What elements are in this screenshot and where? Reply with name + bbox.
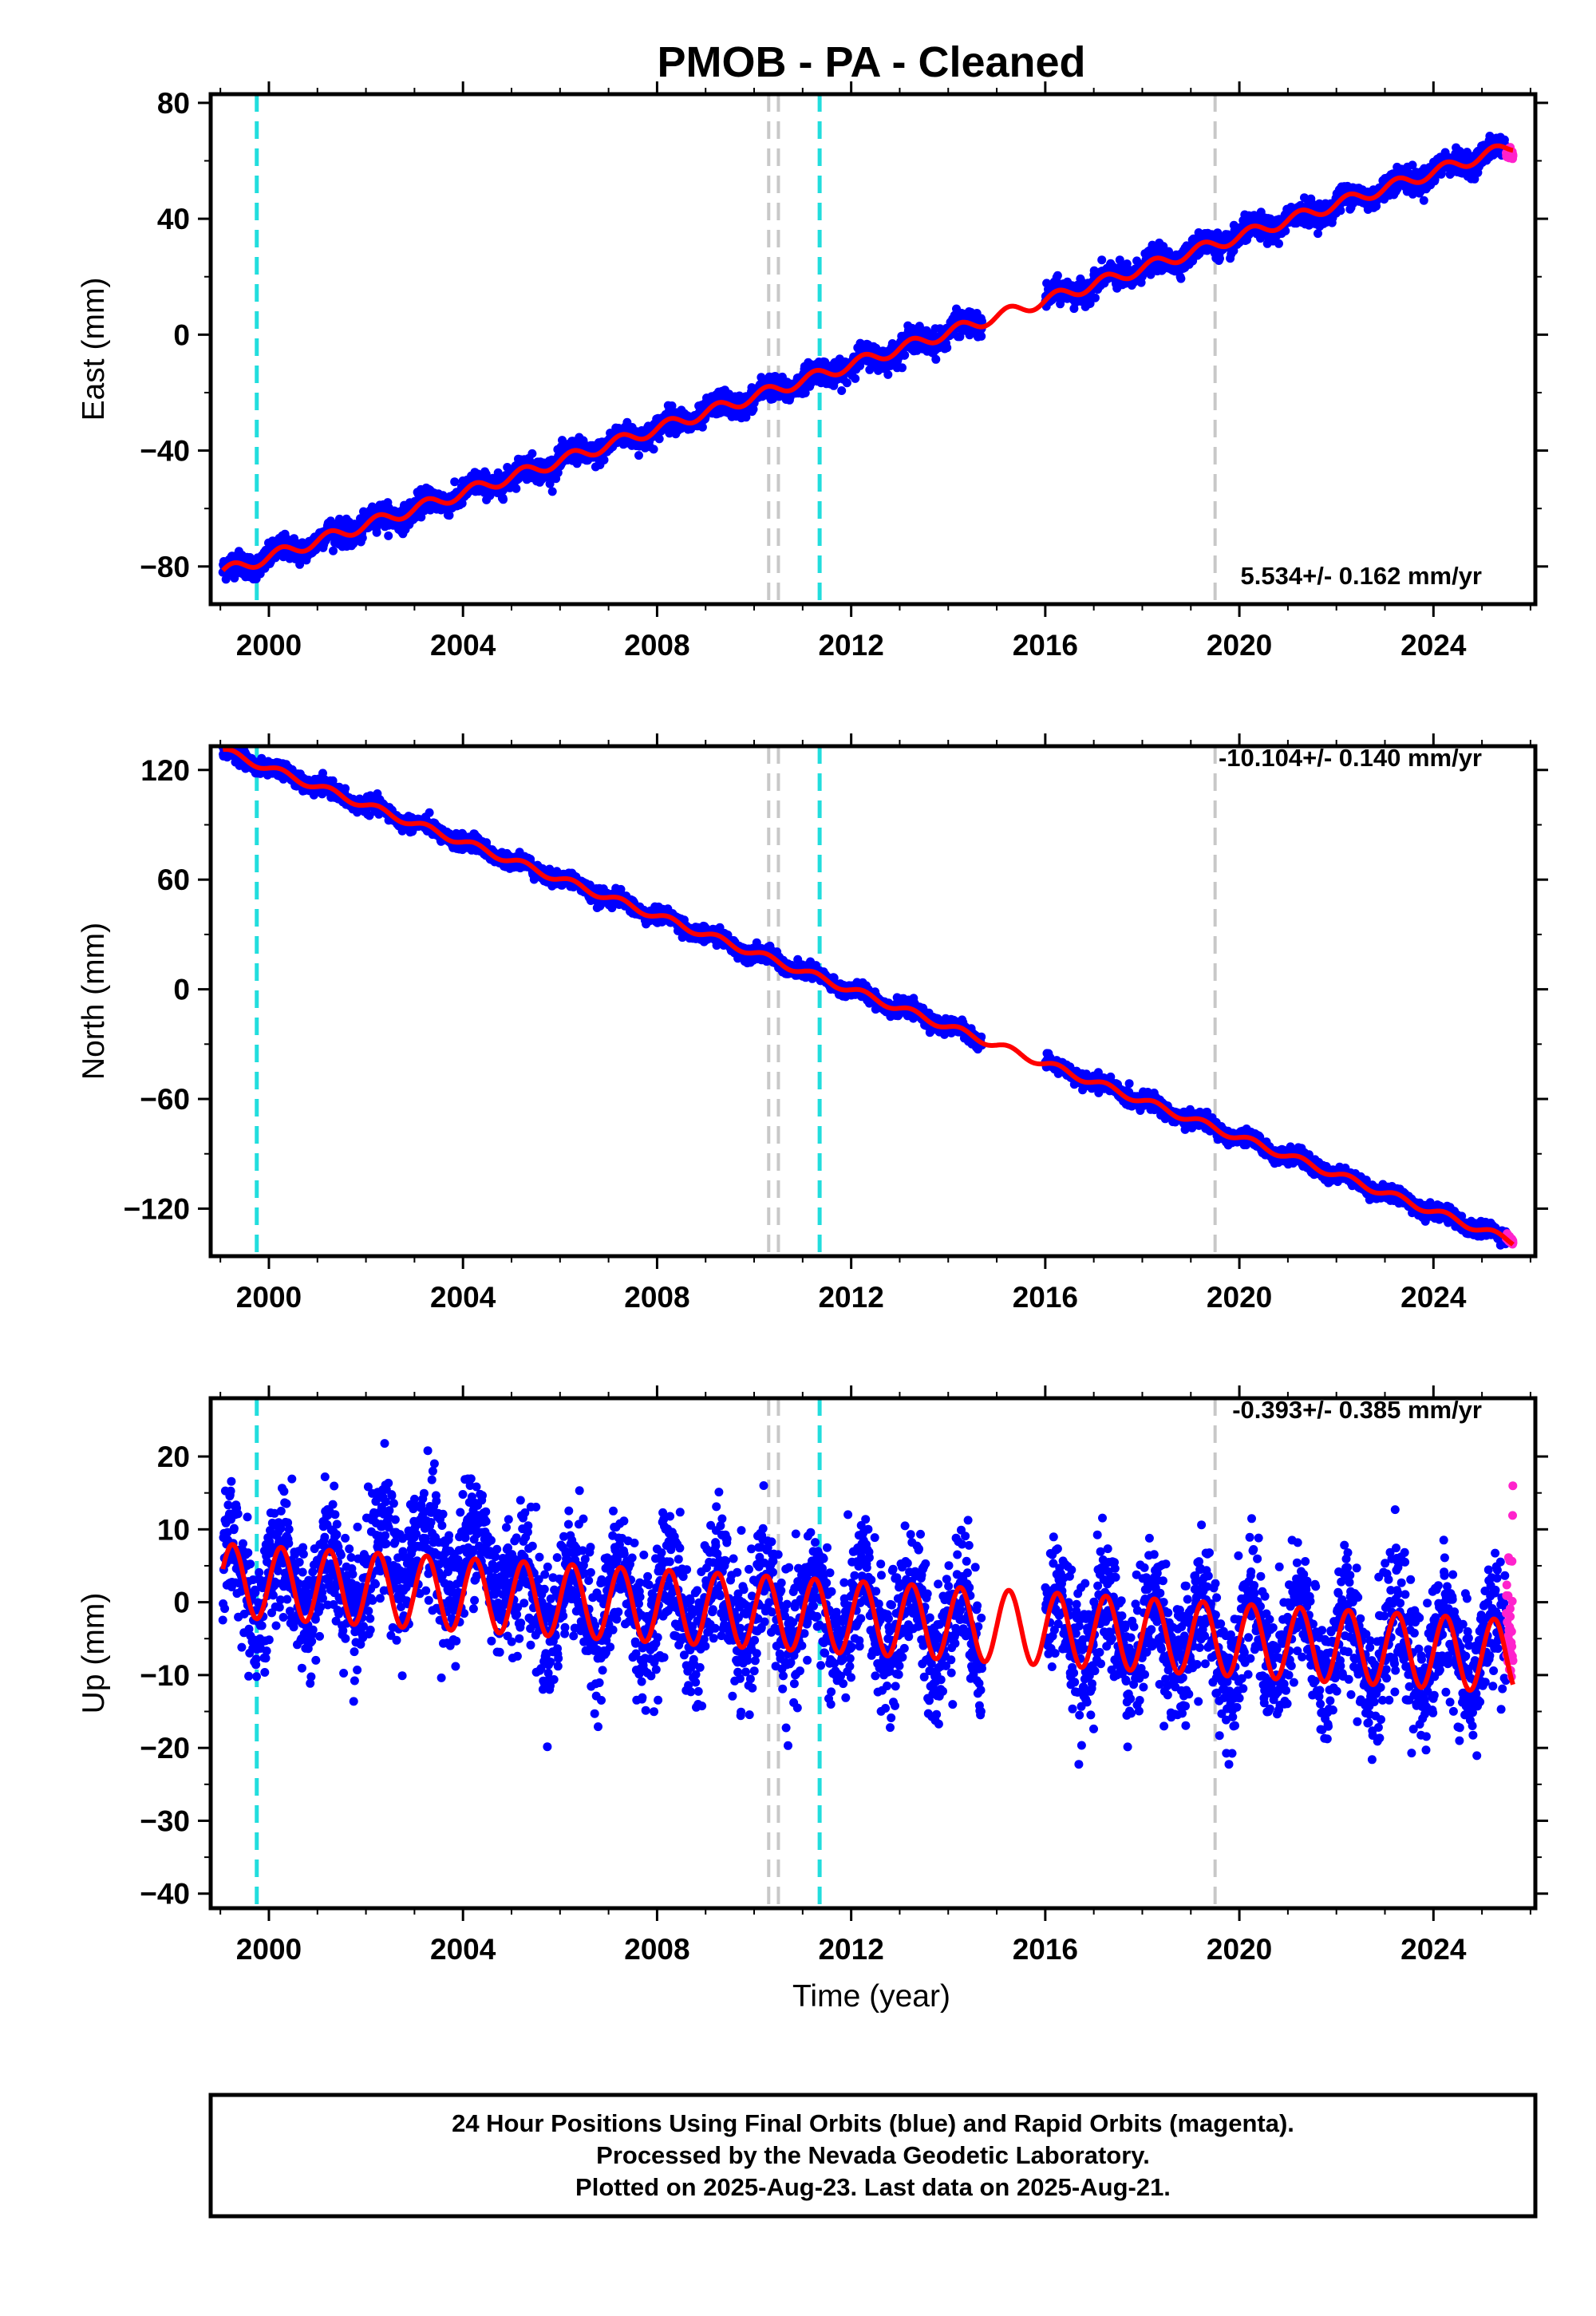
data-point [417,512,426,522]
x-tick-label: 2008 [624,629,689,662]
y-tick-label: 80 [157,87,190,120]
data-point [1090,293,1100,302]
data-point [634,451,643,460]
data-point [1097,255,1107,265]
east-plot-area [218,94,1518,604]
data-point [649,445,658,454]
data-point [1176,274,1186,283]
data-point [1419,196,1428,205]
data-point [359,507,368,516]
data-point [977,331,986,341]
east-y-axis-label: East (mm) [77,278,111,421]
data-point [1215,254,1224,263]
x-tick-label: 2016 [1013,629,1078,662]
data-point [425,808,434,817]
data-point [931,354,941,364]
data-point [499,495,508,504]
x-tick-label: 2004 [430,629,496,662]
data-point [837,386,847,395]
data-point [457,499,467,508]
data-point [450,477,460,487]
data-point [341,784,350,793]
x-tick-label: 2024 [1400,629,1467,662]
data-point [654,434,664,444]
data-point [444,511,454,520]
data-point [851,373,860,383]
x-tick-label: 2000 [236,629,302,662]
data-point [547,487,557,496]
x-tick-label: 2020 [1207,629,1272,662]
data-point [221,735,230,744]
data-point [503,463,512,472]
x-tick-label: 2012 [818,629,883,662]
data-point [329,546,338,555]
y-tick-label: 0 [173,318,190,351]
data-point [372,528,381,537]
data-point [898,363,907,373]
data-point [883,370,893,379]
y-tick-label: −40 [140,435,190,468]
data-point [512,484,521,493]
data-point [358,533,367,543]
data-point [1508,151,1518,160]
final-orbit-series [218,132,1511,584]
data-point [527,449,537,458]
figure-title: PMOB - PA - Cleaned [657,38,1085,86]
east-panel: 2000 2004 2008 2012 2016 2020 2024 −80 −40 0 40 80 E… [77,81,1548,662]
data-point [942,343,952,353]
north-panel: 2000 2004 2008 2012 2016 2020 2024−120−6006012… [77,733,1548,1314]
data-point [599,455,609,464]
data-point [842,378,851,388]
y-tick-label: 40 [157,203,190,235]
north-plot-area [218,735,1518,1256]
data-point [1274,239,1283,248]
data-point [384,531,393,540]
east-rate-label: 5.534+/- 0.162 mm/yr [1241,562,1482,590]
data-point [900,350,910,360]
data-point [1053,271,1062,280]
y-tick-label: −80 [140,551,190,583]
